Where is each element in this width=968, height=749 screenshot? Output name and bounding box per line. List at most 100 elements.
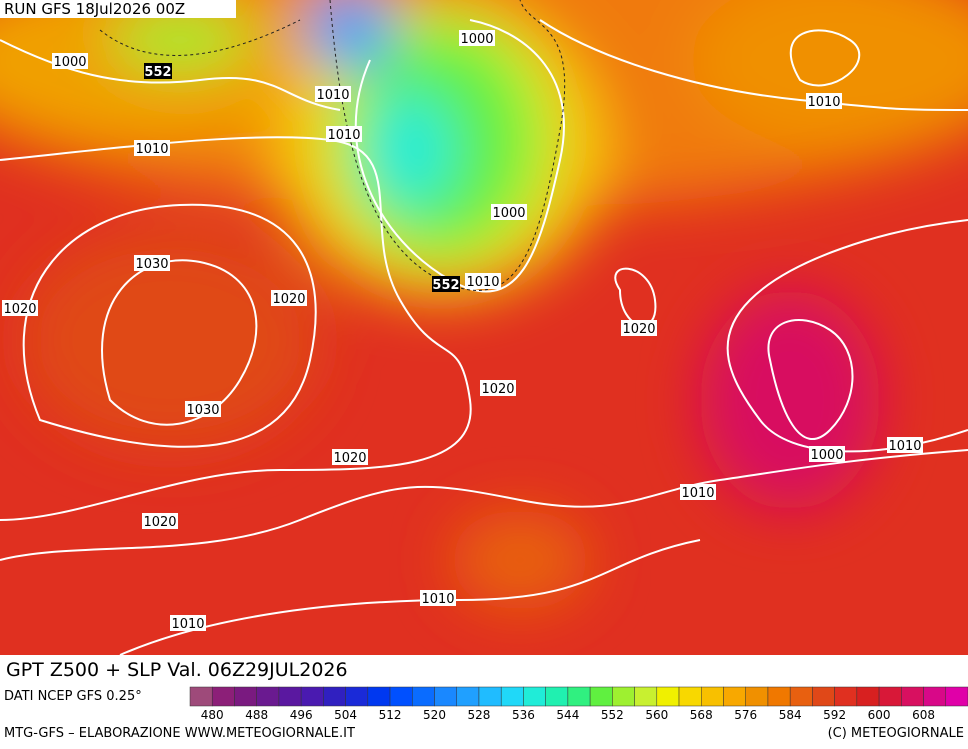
isobar-label-box [621, 320, 657, 336]
legend-swatch [789, 686, 813, 707]
run-box [0, 0, 236, 18]
legend-tick-label: 520 [423, 708, 446, 722]
legend-tick-label: 528 [468, 708, 491, 722]
isobar-label: 552 [432, 278, 459, 293]
legend-swatch [812, 686, 835, 707]
isobar-label: 1030 [135, 257, 168, 272]
legend-swatch [234, 686, 257, 707]
isobar-label-box [134, 255, 170, 271]
map-title: GPT Z500 + SLP Val. 06Z29JUL2026 [6, 659, 348, 681]
legend-swatch [189, 686, 213, 707]
legend-swatch [678, 686, 702, 707]
legend-tick-label: 600 [868, 708, 891, 722]
isobar-label: 1010 [466, 275, 499, 290]
legend-tick-label: 608 [912, 708, 935, 722]
isobar-label: 1020 [3, 302, 36, 317]
isobar-label: 1010 [681, 486, 714, 501]
legend-swatch [901, 686, 924, 707]
legend-swatch [589, 686, 613, 707]
legend-swatch [767, 686, 791, 707]
legend-swatch [256, 686, 280, 707]
isobar-label: 1010 [807, 95, 840, 110]
legend-tick-label: 496 [290, 708, 313, 722]
legend-swatch [412, 686, 435, 707]
isobar-label-box [2, 300, 38, 316]
legend-tick-label: 488 [245, 708, 268, 722]
isobar-label-box [680, 484, 716, 500]
isobar-label: 1010 [316, 88, 349, 103]
legend-swatch [523, 686, 546, 707]
isobar-label: 1000 [492, 206, 525, 221]
isobar-label: 1020 [481, 382, 514, 397]
legend-swatch [745, 686, 769, 707]
legend-swatch [923, 686, 947, 707]
isobar-label: 1020 [622, 322, 655, 337]
legend-swatch [300, 686, 324, 707]
isobar-label: 1020 [333, 451, 366, 466]
legend-swatch [500, 686, 524, 707]
legend-swatch [434, 686, 457, 707]
legend-tick-label: 552 [601, 708, 624, 722]
title-box [0, 655, 412, 683]
isobar-labels: 1000 552 1010 1000 1010 1010 1010 1000 1030 1020 5… [2, 30, 923, 632]
footer-right: (C) METEOGIORNALE [828, 726, 964, 741]
isobar-label: 1000 [53, 55, 86, 70]
legend-swatch [278, 686, 302, 707]
isobar-label: 1010 [421, 592, 454, 607]
isobar-label: 552 [144, 65, 171, 80]
legend-swatch [211, 686, 235, 707]
legend-tick-label: 536 [512, 708, 535, 722]
color-legend: 480 488 496 504 512 520 528 536 544 552 560 568 576 5… [189, 686, 968, 722]
isobar-label-box [432, 276, 460, 292]
isobar-label-box [52, 53, 88, 69]
legend-tick-label: 584 [779, 708, 802, 722]
isobar-label-box [887, 437, 923, 453]
isobar-label-box [809, 446, 845, 462]
isobar-label: 1000 [460, 32, 493, 47]
legend-swatch [834, 686, 858, 707]
legend-swatch [634, 686, 658, 707]
legend-tick-label: 504 [334, 708, 357, 722]
isobar-label: 1020 [143, 515, 176, 530]
legend-swatch [345, 686, 369, 707]
legend-swatch [367, 686, 391, 707]
legend-swatch [567, 686, 591, 707]
legend-swatch [545, 686, 569, 707]
isobar-label-box [480, 380, 516, 396]
isobar-label: 1010 [135, 142, 168, 157]
isobar-label-box [185, 401, 221, 417]
run-label: RUN GFS 18Jul2026 00Z [4, 0, 185, 18]
isobar-label: 1010 [888, 439, 921, 454]
legend-tick-label: 592 [823, 708, 846, 722]
legend-swatch [701, 686, 724, 707]
isobar-label-box [420, 590, 456, 606]
isobar-label-box [271, 290, 307, 306]
isobar-label-box [332, 449, 368, 465]
legend-swatch [656, 686, 680, 707]
legend-swatch [856, 686, 880, 707]
legend-swatch [612, 686, 635, 707]
legend-swatch [389, 686, 413, 707]
isobar-label-box [465, 273, 501, 289]
isobar-label-box [170, 615, 206, 631]
legend-swatch [323, 686, 346, 707]
isobar-label: 1020 [272, 292, 305, 307]
isobar-label-box [491, 204, 527, 220]
legend-swatch [723, 686, 746, 707]
legend-tick-label: 512 [379, 708, 402, 722]
source-label: DATI NCEP GFS 0.25° [4, 689, 142, 704]
footer-left: MTG-GFS – ELABORAZIONE WWW.METEOGIORNALE… [4, 726, 355, 741]
legend-swatch [878, 686, 902, 707]
legend-swatch [456, 686, 480, 707]
isobar-label: 1010 [327, 128, 360, 143]
legend-tick-label: 560 [645, 708, 668, 722]
isobar-label: 1030 [186, 403, 219, 418]
isobar-label: 1000 [810, 448, 843, 463]
isobar-label-box [806, 93, 842, 109]
legend-tick-label: 576 [734, 708, 757, 722]
isobar-label: 1010 [171, 617, 204, 632]
legend-tick-label: 480 [201, 708, 224, 722]
isobar-label-box [142, 513, 178, 529]
isobar-label-box [134, 140, 170, 156]
